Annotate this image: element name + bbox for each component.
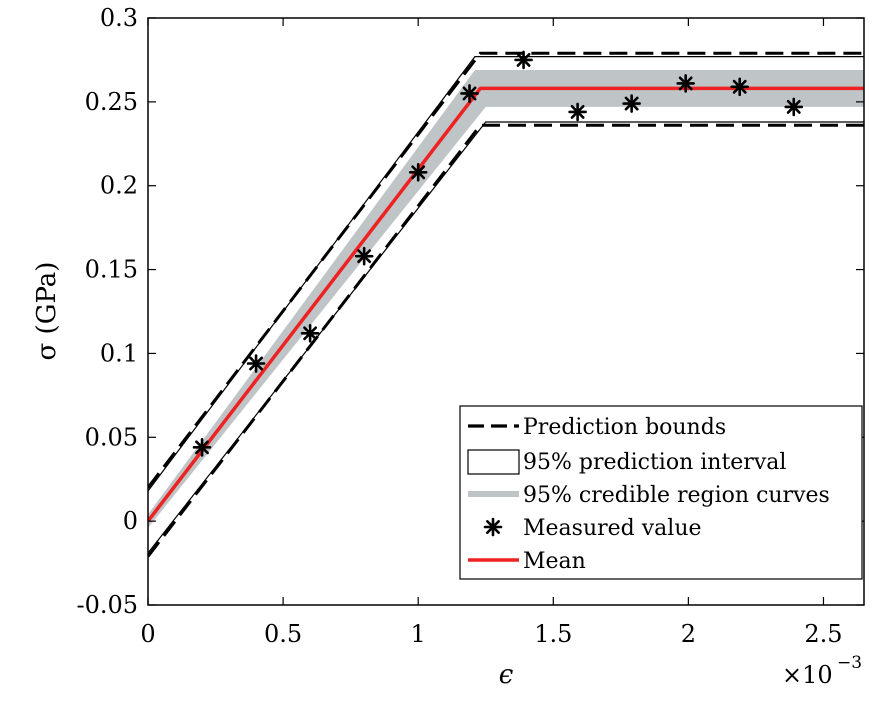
legend-label-interval: 95% prediction interval (523, 450, 786, 475)
x-multiplier: ×10 −3 (782, 653, 862, 689)
x-tick-label: 2.5 (804, 620, 842, 648)
mean-line (148, 86, 864, 523)
legend-label-credible: 95% credible region curves (523, 483, 830, 508)
plot-area (148, 50, 864, 558)
measured-point (354, 246, 374, 266)
y-tick-label: 0.15 (85, 256, 138, 284)
y-tick-label: 0.2 (100, 172, 138, 200)
measured-point (676, 74, 695, 93)
measured-point (246, 354, 266, 373)
axes-box (147, 17, 865, 606)
prediction-interval-upper (148, 55, 864, 492)
y-axis-title: σ (GPa) (32, 262, 62, 361)
y-tick-label: 0.3 (100, 4, 138, 32)
y-tick-label: -0.05 (76, 591, 138, 619)
x-tick-label: 1.5 (534, 620, 572, 648)
y-tick-label: 0 (123, 507, 138, 535)
legend-box (459, 405, 863, 580)
x-tick-label: 2 (681, 620, 696, 648)
measured-point (300, 324, 320, 343)
x-multiplier-exponent: −3 (837, 653, 862, 673)
axes (147, 17, 865, 606)
plot-series (148, 50, 864, 558)
legend-symbol-interval (467, 449, 520, 475)
measured-point (408, 162, 428, 182)
x-tick-label: 0.5 (264, 620, 302, 648)
legend: Prediction bounds 95% prediction interva… (459, 405, 863, 580)
x-tick-label: 0 (140, 620, 155, 648)
legend-marker-asterisk (483, 517, 503, 537)
y-tick-label: 0.05 (85, 423, 138, 451)
legend-label-mean: Mean (523, 549, 586, 574)
measured-point (784, 97, 804, 117)
measured-point (568, 102, 587, 122)
measured-point (730, 77, 750, 97)
x-multiplier-base: ×10 (782, 661, 833, 689)
legend-label-measured: Measured value (523, 516, 702, 541)
measured-point (192, 438, 212, 457)
x-tick-label: 1 (411, 620, 426, 648)
legend-label-bounds: Prediction bounds (523, 415, 726, 440)
y-tick-label: 0.1 (100, 339, 138, 367)
measured-point (514, 50, 533, 70)
x-axis-title: ϵ (499, 660, 514, 690)
y-tick-label: 0.25 (85, 88, 138, 116)
measured-point (460, 84, 479, 103)
legend-symbol-measured (483, 517, 503, 537)
prediction-bound-upper (148, 51, 864, 489)
measured-point (622, 94, 641, 113)
